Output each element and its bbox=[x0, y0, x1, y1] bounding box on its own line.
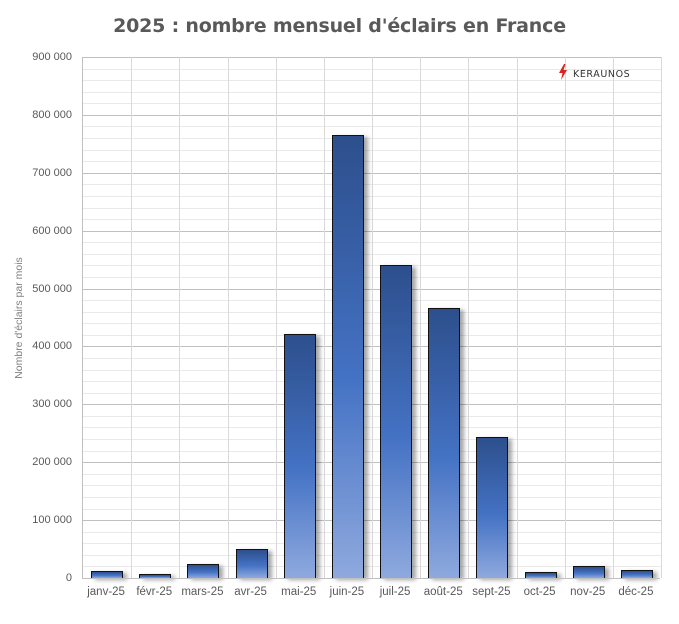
bar-déc-25 bbox=[620, 569, 653, 578]
keraunos-logo: KERAUNOS bbox=[558, 64, 630, 85]
vertical-gridline bbox=[179, 57, 181, 578]
bar-janv-25 bbox=[91, 571, 124, 578]
x-tick-label: août-25 bbox=[423, 586, 463, 598]
vertical-gridline bbox=[661, 57, 662, 578]
x-tick-label: mars-25 bbox=[181, 586, 224, 598]
bar-mars-25 bbox=[187, 564, 220, 578]
bar-mai-25 bbox=[283, 334, 316, 578]
vertical-gridline bbox=[372, 57, 373, 578]
bar-avr-25 bbox=[235, 549, 268, 578]
plot-area bbox=[82, 57, 662, 578]
logo-text: KERAUNOS bbox=[573, 69, 631, 80]
y-tick-label: 200 000 bbox=[32, 456, 72, 469]
x-tick-label: nov-25 bbox=[570, 586, 606, 598]
y-tick-label: 300 000 bbox=[32, 398, 72, 411]
y-tick-label: 600 000 bbox=[32, 224, 72, 237]
y-axis-label: Nombre d'éclairs par mois bbox=[13, 257, 25, 379]
vertical-gridline bbox=[420, 57, 422, 578]
vertical-gridline bbox=[323, 57, 325, 578]
chart-title: 2025 : nombre mensuel d'éclairs en Franc… bbox=[113, 15, 566, 37]
y-tick-label: 500 000 bbox=[32, 282, 72, 295]
vertical-gridline bbox=[564, 57, 566, 578]
y-tick-label: 0 bbox=[65, 572, 72, 584]
x-tick-label: févr-25 bbox=[136, 586, 173, 598]
y-tick-label: 800 000 bbox=[32, 108, 72, 121]
bar-oct-25 bbox=[524, 572, 557, 578]
vertical-gridline bbox=[516, 57, 518, 578]
y-tick-label: 700 000 bbox=[32, 166, 72, 179]
x-tick-label: oct-25 bbox=[523, 586, 556, 598]
y-tick-label: 400 000 bbox=[32, 340, 72, 353]
bar-juin-25 bbox=[331, 135, 364, 578]
x-tick-label: juin-25 bbox=[329, 586, 365, 598]
y-tick-label: 100 000 bbox=[32, 514, 72, 527]
x-axis-line bbox=[82, 578, 660, 579]
x-tick-label: sept-25 bbox=[472, 586, 511, 598]
vertical-gridline bbox=[275, 57, 277, 578]
vertical-gridline bbox=[468, 57, 470, 578]
x-tick-label: janv-25 bbox=[87, 586, 125, 598]
x-tick-label: déc-25 bbox=[618, 586, 654, 598]
x-tick-label: juil-25 bbox=[379, 586, 411, 598]
bar-juil-25 bbox=[380, 264, 413, 578]
y-tick-label: 900 000 bbox=[32, 51, 72, 63]
vertical-gridline bbox=[227, 57, 229, 578]
lightning-bolt-icon bbox=[558, 64, 568, 85]
x-tick-label: avr-25 bbox=[234, 586, 267, 598]
x-tick-label: mai-25 bbox=[281, 586, 317, 598]
bar-août-25 bbox=[428, 308, 461, 578]
bar-sept-25 bbox=[476, 436, 509, 578]
vertical-gridline bbox=[612, 57, 614, 578]
bar-nov-25 bbox=[572, 565, 605, 578]
bar-févr-25 bbox=[139, 573, 172, 578]
vertical-gridline bbox=[131, 57, 133, 578]
